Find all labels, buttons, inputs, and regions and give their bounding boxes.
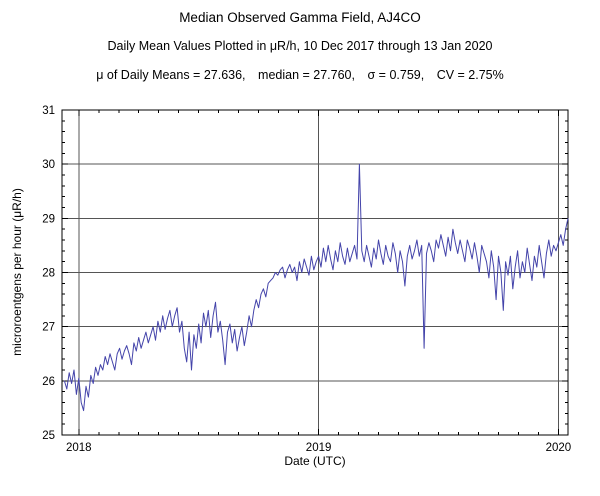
x-tick-label: 2020 xyxy=(546,442,572,454)
y-tick-label: 28 xyxy=(42,268,55,280)
x-tick-label: 2018 xyxy=(66,442,92,454)
y-tick-label: 27 xyxy=(42,322,55,334)
data-line xyxy=(63,163,569,412)
plot-frame xyxy=(61,109,569,436)
chart-subtitle: Daily Mean Values Plotted in μR/h, 10 De… xyxy=(107,39,493,53)
y-tick-label: 25 xyxy=(42,430,55,442)
y-tick-label: 30 xyxy=(42,159,55,171)
chart-stats-line: μ of Daily Means = 27.636, median = 27.7… xyxy=(96,68,504,82)
y-tick-label: 26 xyxy=(42,376,55,388)
y-tick-label: 29 xyxy=(42,213,55,225)
chart-title: Median Observed Gamma Field, AJ4CO xyxy=(179,10,421,25)
x-axis-label: Date (UTC) xyxy=(284,454,346,468)
x-tick-label: 2019 xyxy=(306,442,332,454)
y-tick-label: 31 xyxy=(42,105,55,117)
